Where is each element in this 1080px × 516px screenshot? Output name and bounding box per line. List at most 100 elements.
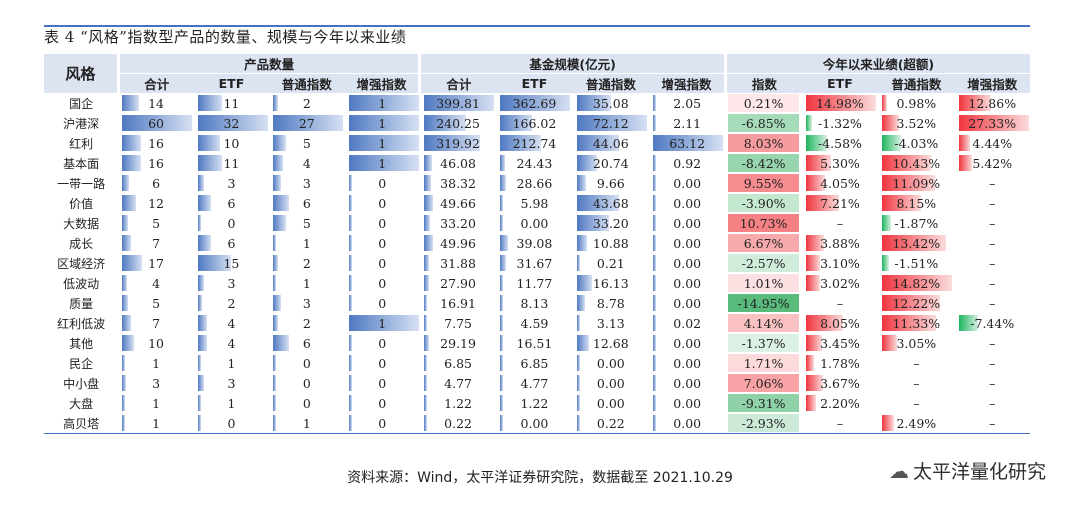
perf-cell: -1.51% [878, 253, 954, 273]
perf-cell: 4.14% [725, 313, 801, 333]
data-bar [122, 215, 129, 231]
perf-cell: – [954, 413, 1030, 434]
cnt-cell: 2 [194, 293, 269, 313]
heat-fill [728, 174, 799, 192]
cell-value: -14.95% [737, 295, 790, 311]
data-bar [423, 415, 427, 431]
data-bar [197, 335, 207, 351]
cell-value: 5 [302, 135, 311, 151]
data-bar [273, 375, 277, 391]
cell-value: 12.22% [892, 295, 941, 311]
perf-cell: – [955, 333, 1030, 353]
data-bar [500, 195, 504, 211]
data-bar [653, 395, 657, 411]
negative-bar [958, 315, 978, 331]
cell-value: 0 [378, 235, 387, 251]
cell-value: 14.98% [816, 95, 864, 111]
col-header: 增强指数 [344, 73, 420, 93]
row-label: 价值 [69, 196, 94, 211]
cell-value: 0.21 [596, 255, 625, 271]
header-group-count: 产品数量 [116, 54, 420, 74]
heat-fill [728, 274, 799, 292]
data-bar [197, 275, 205, 291]
perf-cell: 8.15% [878, 193, 954, 213]
scale-cell: 166.02 [496, 113, 572, 133]
perf-cell: -6.85% [725, 113, 801, 133]
cnt-cell: 2 [269, 313, 344, 333]
data-bar [348, 235, 352, 251]
row-label: 红利低波 [57, 316, 106, 331]
data-bar [197, 115, 268, 131]
col-header: 普通指数 [878, 73, 955, 93]
scale-cell: 0.00 [649, 173, 725, 193]
perf-cell: – [955, 233, 1030, 253]
cell-value: 3.02% [820, 275, 860, 291]
cell-value: 17 [148, 255, 165, 271]
scale-cell: 240.25 [420, 113, 496, 133]
data-bar [423, 355, 427, 371]
cnt-cell: 7 [118, 313, 193, 333]
cnt-cell: 6 [194, 233, 269, 253]
scale-cell: 0.00 [649, 413, 726, 434]
cell-value: 4.14% [743, 315, 784, 331]
data-bar [273, 195, 289, 211]
cell-value: 1 [378, 115, 387, 131]
cnt-cell: 0 [269, 353, 344, 373]
cell-value: 1 [302, 415, 311, 431]
scale-cell: 29.19 [420, 333, 496, 353]
table-row: 价值 12 6 6 0 49.66 5.98 43.68 0.00 -3.90% 7.21% 8.15… [44, 193, 1030, 213]
row-label: 区域经济 [57, 256, 106, 271]
cnt-cell: 1 [118, 413, 194, 434]
cell-value: 0 [378, 275, 387, 291]
perf-cell: -8.42% [725, 153, 801, 173]
cell-value: 0.21% [743, 95, 784, 111]
data-bar [500, 175, 506, 191]
cnt-cell: 0 [345, 253, 420, 273]
data-bar [576, 255, 580, 271]
cnt-cell: 15 [194, 253, 269, 273]
perf-cell: 4.44% [955, 133, 1030, 153]
cnt-cell: 3 [194, 373, 269, 393]
data-bar [576, 415, 580, 431]
positive-bar [882, 95, 887, 111]
cell-value: 6 [227, 235, 236, 251]
cell-value: -1.51% [894, 255, 939, 271]
cell-value: 1.01% [743, 275, 784, 291]
data-bar [348, 95, 419, 111]
perf-cell: 9.55% [725, 173, 801, 193]
data-bar [273, 175, 281, 191]
cell-value: -6.85% [741, 115, 786, 131]
data-bar [273, 215, 287, 231]
data-bar [423, 395, 427, 411]
data-bar [423, 115, 466, 131]
cnt-cell: 0 [269, 393, 344, 413]
table-row: 大盘 1 1 0 0 1.22 1.22 0.00 0.00 -9.31% 2.20% – – [44, 393, 1030, 413]
data-bar [576, 115, 647, 131]
scale-cell: 0.00 [649, 193, 725, 213]
cell-value: 0.00 [673, 215, 702, 231]
cell-value: 14 [148, 95, 165, 111]
perf-cell: -1.32% [802, 113, 878, 133]
cell-value: 3.45% [820, 335, 860, 351]
cell-value: 10 [148, 335, 165, 351]
col-header: 增强指数 [649, 73, 726, 93]
data-bar [273, 275, 277, 291]
perf-cell: 8.05% [802, 313, 878, 333]
scale-cell: 8.78 [573, 293, 649, 313]
cell-value: 0.00 [520, 415, 549, 431]
cell-value: 0.00 [673, 375, 702, 391]
cnt-cell: 0 [345, 233, 420, 253]
cell-value: 38.32 [440, 175, 476, 191]
cnt-cell: 5 [118, 293, 193, 313]
cell-value: 0.00 [596, 355, 625, 371]
scale-cell: 24.43 [496, 153, 572, 173]
perf-cell: 14.98% [802, 93, 878, 113]
cell-value: 1.71% [743, 355, 784, 371]
data-bar [576, 135, 620, 151]
data-bar [576, 155, 597, 171]
cell-value: – [836, 295, 844, 311]
cell-value: 28.66 [516, 175, 553, 191]
cell-value: 44.06 [592, 135, 629, 151]
cell-value: 3.67% [820, 375, 860, 391]
cnt-cell: 0 [344, 413, 420, 434]
